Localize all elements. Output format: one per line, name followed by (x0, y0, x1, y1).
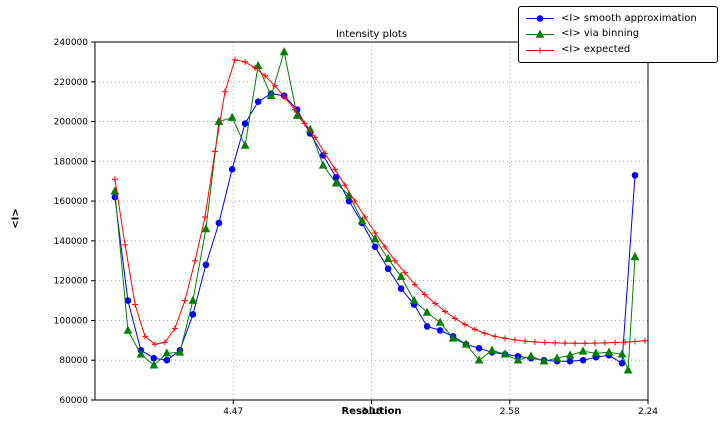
x-tick-label: 2.24 (638, 407, 658, 417)
grid-lines (95, 41, 649, 401)
y-tick-label: 200000 (54, 118, 89, 128)
legend-label: <I> via binning (561, 28, 640, 40)
x-axis-label: Resolution (341, 406, 402, 417)
y-tick-label: 100000 (54, 316, 89, 326)
axis-ticks: 60000 80000 100000 120000 140000 160000 180000… (54, 38, 659, 417)
legend-label: <I> expected (561, 44, 631, 56)
legend-item: <I> expected (525, 45, 711, 56)
chart-title: Intensity plots (335, 29, 408, 40)
series-triangle (110, 47, 640, 374)
y-tick-label: 80000 (59, 356, 88, 366)
y-tick-label: 140000 (54, 237, 89, 247)
series-circle (111, 90, 639, 367)
legend-item: <I> smooth approximation (525, 13, 711, 24)
y-tick-label: 220000 (54, 78, 89, 88)
legend: <I> smooth approximation <I> via binning… (518, 6, 718, 63)
legend-label: <I> smooth approximation (561, 12, 697, 24)
y-tick-label: 120000 (54, 277, 89, 287)
y-axis-label: <I> (10, 208, 22, 229)
legend-circle-marker-icon (526, 15, 554, 23)
legend-plus-marker-icon (526, 47, 554, 54)
series-plus (111, 56, 648, 348)
legend-item: <I> via binning (525, 29, 711, 40)
y-tick-label: 240000 (54, 38, 89, 48)
x-tick-label: 3.16 (361, 407, 381, 417)
legend-triangle-marker-icon (526, 29, 554, 38)
y-tick-label: 60000 (59, 396, 88, 406)
y-tick-label: 160000 (54, 197, 89, 207)
x-tick-label: 2.58 (500, 407, 520, 417)
x-tick-label: 4.47 (223, 407, 243, 417)
y-tick-label: 180000 (54, 157, 89, 167)
